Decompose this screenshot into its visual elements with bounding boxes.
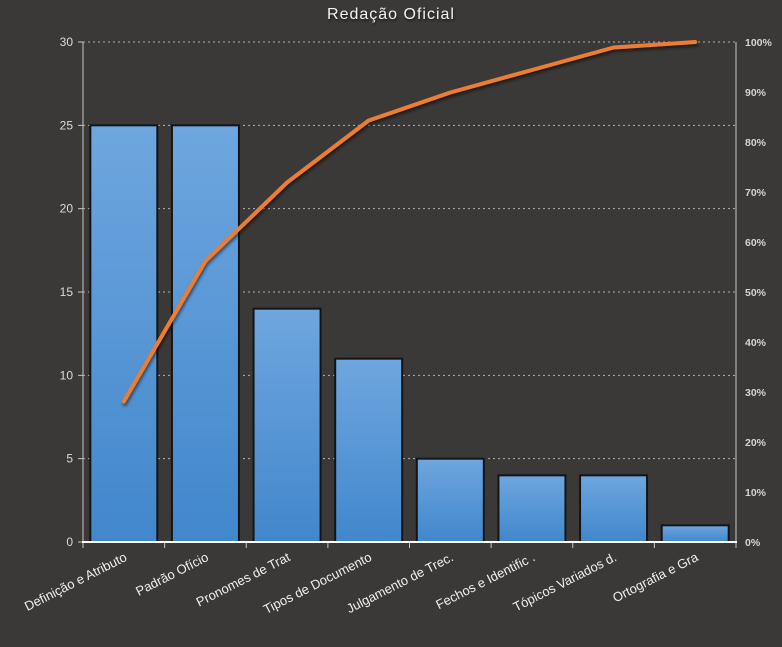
left-axis-label: 10	[60, 368, 74, 382]
right-axis-label: 90%	[745, 87, 767, 99]
cumulative-line	[121, 40, 698, 404]
category-label-group: Ortografia e Gra	[610, 549, 701, 605]
right-axis-label: 60%	[745, 237, 767, 249]
right-axis-label: 80%	[745, 137, 767, 149]
left-axis-label: 0	[66, 535, 73, 549]
bar-8	[660, 524, 730, 543]
right-axis-label: 0%	[745, 537, 761, 549]
right-axis-label: 70%	[745, 187, 767, 199]
bar-7	[579, 474, 649, 544]
category-label: Padrão Ofício	[133, 549, 211, 598]
right-axis-label: 30%	[745, 387, 767, 399]
chart-title: Redação Oficial	[327, 6, 455, 23]
category-label: Definição e Atributo	[22, 549, 129, 614]
bar-2	[170, 124, 240, 543]
category-label: Ortografia e Gra	[610, 549, 701, 605]
right-axis-label: 50%	[745, 287, 767, 299]
right-axis-label: 100%	[745, 37, 773, 49]
bar-1	[89, 124, 159, 543]
bar-6	[497, 474, 567, 544]
bar-4	[334, 357, 404, 543]
left-axis-label: 25	[60, 118, 74, 132]
category-label-group: Padrão Ofício	[133, 549, 211, 598]
right-axis-label: 20%	[745, 437, 767, 449]
left-axis-label: 15	[60, 285, 74, 299]
bar-5	[415, 457, 485, 543]
bar-3	[252, 307, 322, 543]
left-axis-label: 30	[60, 35, 74, 49]
left-axis-label: 5	[66, 452, 73, 466]
right-axis-label: 10%	[745, 487, 767, 499]
category-label-group: Definição e Atributo	[22, 549, 129, 614]
left-axis-label: 20	[60, 202, 74, 216]
right-axis-label: 40%	[745, 337, 767, 349]
